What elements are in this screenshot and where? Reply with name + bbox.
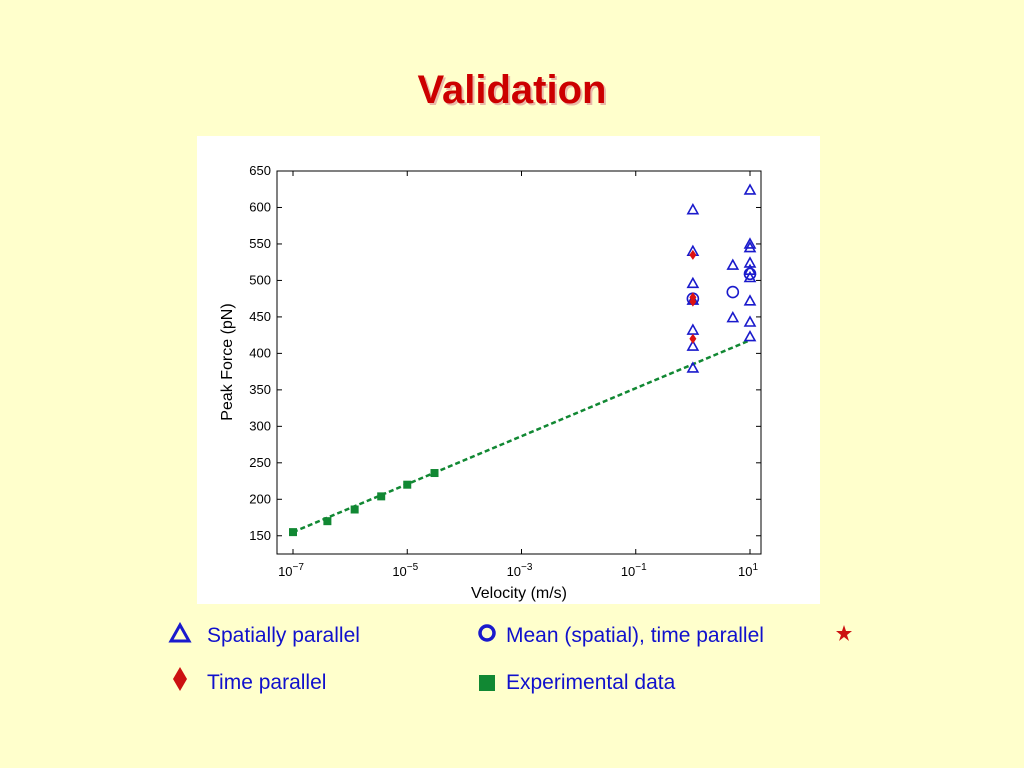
legend-label-time-parallel: Time parallel (207, 671, 327, 694)
triangle-marker (743, 329, 757, 342)
diamond-icon (173, 667, 187, 691)
diamond-marker (689, 333, 697, 344)
triangle-marker (726, 310, 740, 323)
x-tick-label: 10−1 (621, 562, 647, 579)
triangle-marker (686, 339, 700, 351)
x-tick-label: 10−7 (278, 562, 304, 579)
diamond-marker (689, 296, 697, 307)
legend-label-spatially-parallel: Spatially parallel (207, 624, 360, 647)
triangle-marker (743, 237, 757, 249)
y-tick-label: 500 (249, 272, 271, 287)
star-icon (836, 625, 852, 641)
legend-label-experimental-data: Experimental data (506, 671, 676, 694)
triangle-marker (743, 315, 757, 327)
square-marker (323, 517, 332, 526)
square-marker (289, 528, 297, 537)
y-tick-label: 550 (249, 236, 271, 251)
x-tick-label: 101 (738, 562, 758, 579)
triangle-marker (686, 276, 700, 289)
y-tick-label: 250 (249, 455, 271, 470)
y-tick-label: 350 (249, 382, 271, 397)
circle-icon (478, 624, 496, 642)
x-axis-label: Velocity (m/s) (471, 585, 567, 602)
triangle-marker (743, 270, 757, 283)
triangle-icon (168, 622, 192, 643)
circle-marker (743, 267, 757, 281)
y-tick-label: 150 (249, 528, 271, 543)
square-marker (350, 505, 359, 514)
square-marker (430, 469, 439, 478)
triangle-marker (743, 183, 757, 195)
y-tick-label: 400 (249, 345, 271, 360)
legend-label-mean-spatial-time-parallel: Mean (spatial), time parallel (506, 624, 764, 647)
square-marker (377, 492, 386, 501)
y-tick-label: 450 (249, 309, 271, 324)
square-icon (479, 675, 495, 691)
slide-title: Validation (417, 68, 607, 112)
triangle-marker (743, 294, 757, 306)
square-marker (403, 480, 412, 489)
x-tick-label: 10−3 (507, 562, 533, 579)
plot-area (276, 170, 762, 555)
triangle-marker (726, 258, 740, 270)
triangle-marker (686, 361, 700, 373)
diamond-marker (689, 249, 697, 260)
fit-line (292, 339, 751, 534)
triangle-marker (743, 240, 757, 253)
y-tick-label: 300 (249, 418, 271, 433)
triangle-marker (743, 256, 757, 268)
circle-marker (726, 285, 740, 299)
y-axis-label: Peak Force (pN) (219, 303, 236, 420)
triangle-marker (686, 203, 700, 215)
chart-panel: 150 200 250 300 350 400 450 500 550 600 650 10−7 10−… (197, 136, 820, 604)
y-tick-label: 650 (249, 163, 271, 178)
y-tick-label: 600 (249, 199, 271, 214)
x-tick-label: 10−5 (392, 562, 418, 579)
y-tick-label: 200 (249, 491, 271, 506)
scatter-chart: 150 200 250 300 350 400 450 500 550 600 650 10−7 10−… (219, 163, 762, 602)
